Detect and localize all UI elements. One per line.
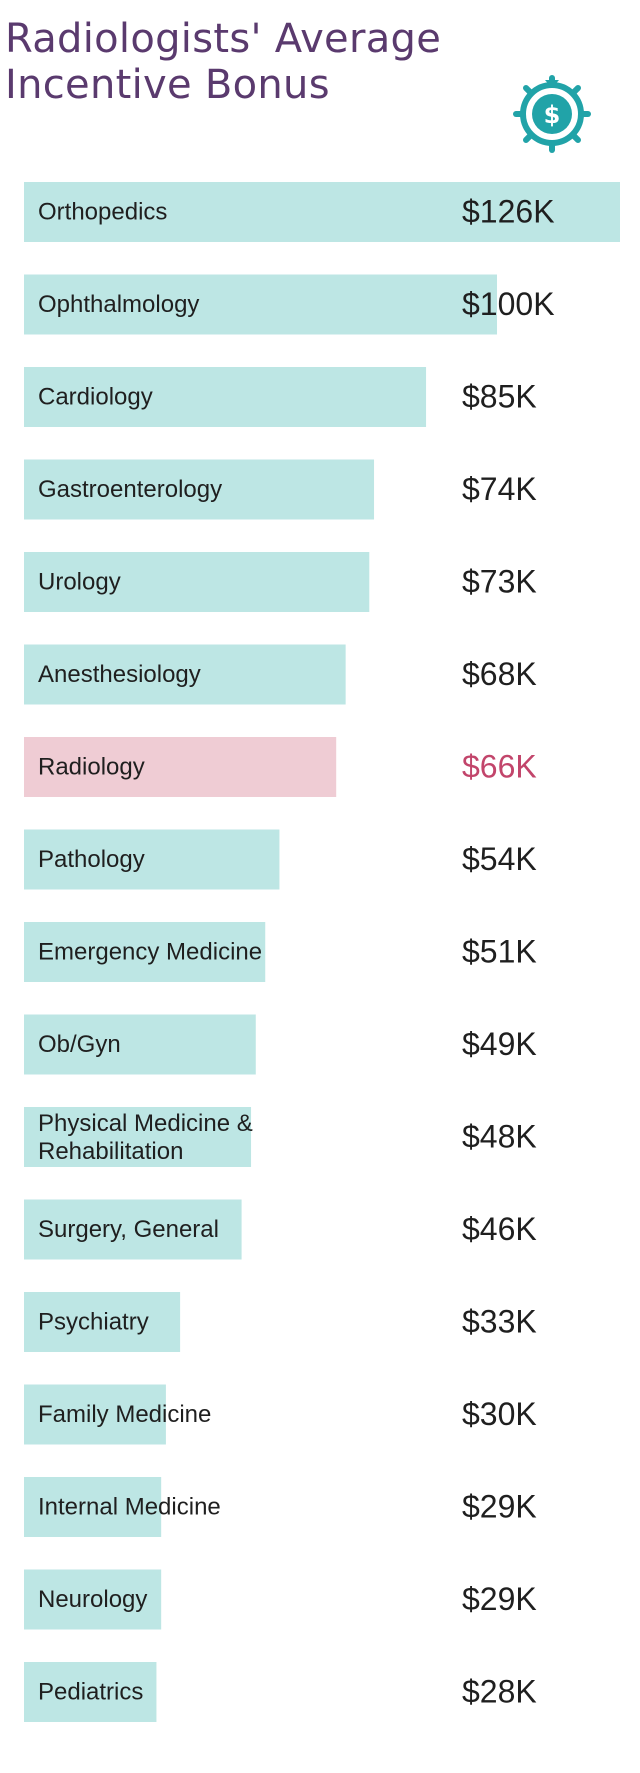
- bar-9: [24, 1014, 256, 1075]
- value-label-15: $29K: [462, 1581, 537, 1617]
- value-label-11: $46K: [462, 1211, 537, 1247]
- bar-11: [24, 1199, 242, 1260]
- bar-0: [24, 182, 620, 242]
- bar-15: [24, 1569, 162, 1630]
- svg-text:$: $: [544, 101, 561, 129]
- chart-title: Radiologists' Average Incentive Bonus: [5, 16, 442, 108]
- value-label-13: $30K: [462, 1396, 537, 1432]
- bar-5: [24, 644, 346, 705]
- value-label-5: $68K: [462, 656, 537, 692]
- value-label-6: $66K: [462, 748, 537, 784]
- value-label-12: $33K: [462, 1303, 537, 1339]
- value-label-10: $48K: [462, 1118, 537, 1154]
- value-label-7: $54K: [462, 841, 537, 877]
- category-label-1: Ophthalmology: [38, 291, 199, 318]
- category-label-5: Anesthesiology: [38, 661, 201, 688]
- bar-4: [24, 552, 370, 612]
- value-label-8: $51K: [462, 933, 537, 969]
- category-label-12: Psychiatry: [38, 1308, 149, 1335]
- category-label-14: Internal Medicine: [38, 1493, 221, 1520]
- bar-2: [24, 367, 427, 427]
- bar-10: [24, 1107, 252, 1167]
- bar-3: [24, 459, 375, 520]
- value-label-16: $28K: [462, 1673, 537, 1709]
- category-label-4: Urology: [38, 568, 121, 595]
- bar-16: [24, 1662, 157, 1722]
- category-label-10: Physical Medicine & Rehabilitation: [38, 1110, 253, 1165]
- category-label-15: Neurology: [38, 1586, 147, 1613]
- category-label-2: Cardiology: [38, 383, 153, 410]
- category-label-11: Surgery, General: [38, 1216, 219, 1243]
- value-label-4: $73K: [462, 563, 537, 599]
- value-label-2: $85K: [462, 378, 537, 414]
- category-label-9: Ob/Gyn: [38, 1031, 121, 1058]
- value-label-9: $49K: [462, 1026, 537, 1062]
- category-label-3: Gastroenterology: [38, 476, 222, 503]
- value-label-3: $74K: [462, 471, 537, 507]
- category-label-6: Radiology: [38, 753, 145, 780]
- value-label-14: $29K: [462, 1488, 537, 1524]
- bar-12: [24, 1292, 181, 1352]
- value-label-1: $100K: [462, 286, 555, 322]
- category-label-0: Orthopedics: [38, 198, 167, 225]
- bar-14: [24, 1477, 162, 1537]
- bar-8: [24, 922, 266, 982]
- bar-1: [24, 274, 498, 335]
- bar-6: [24, 737, 337, 797]
- money-bag-target-icon: $: [513, 75, 591, 153]
- bar-7: [24, 829, 280, 890]
- bar-13: [24, 1384, 166, 1445]
- category-label-16: Pediatrics: [38, 1678, 143, 1705]
- category-label-8: Emergency Medicine: [38, 938, 262, 965]
- category-label-7: Pathology: [38, 846, 145, 873]
- category-label-13: Family Medicine: [38, 1401, 211, 1428]
- value-label-0: $126K: [462, 193, 555, 229]
